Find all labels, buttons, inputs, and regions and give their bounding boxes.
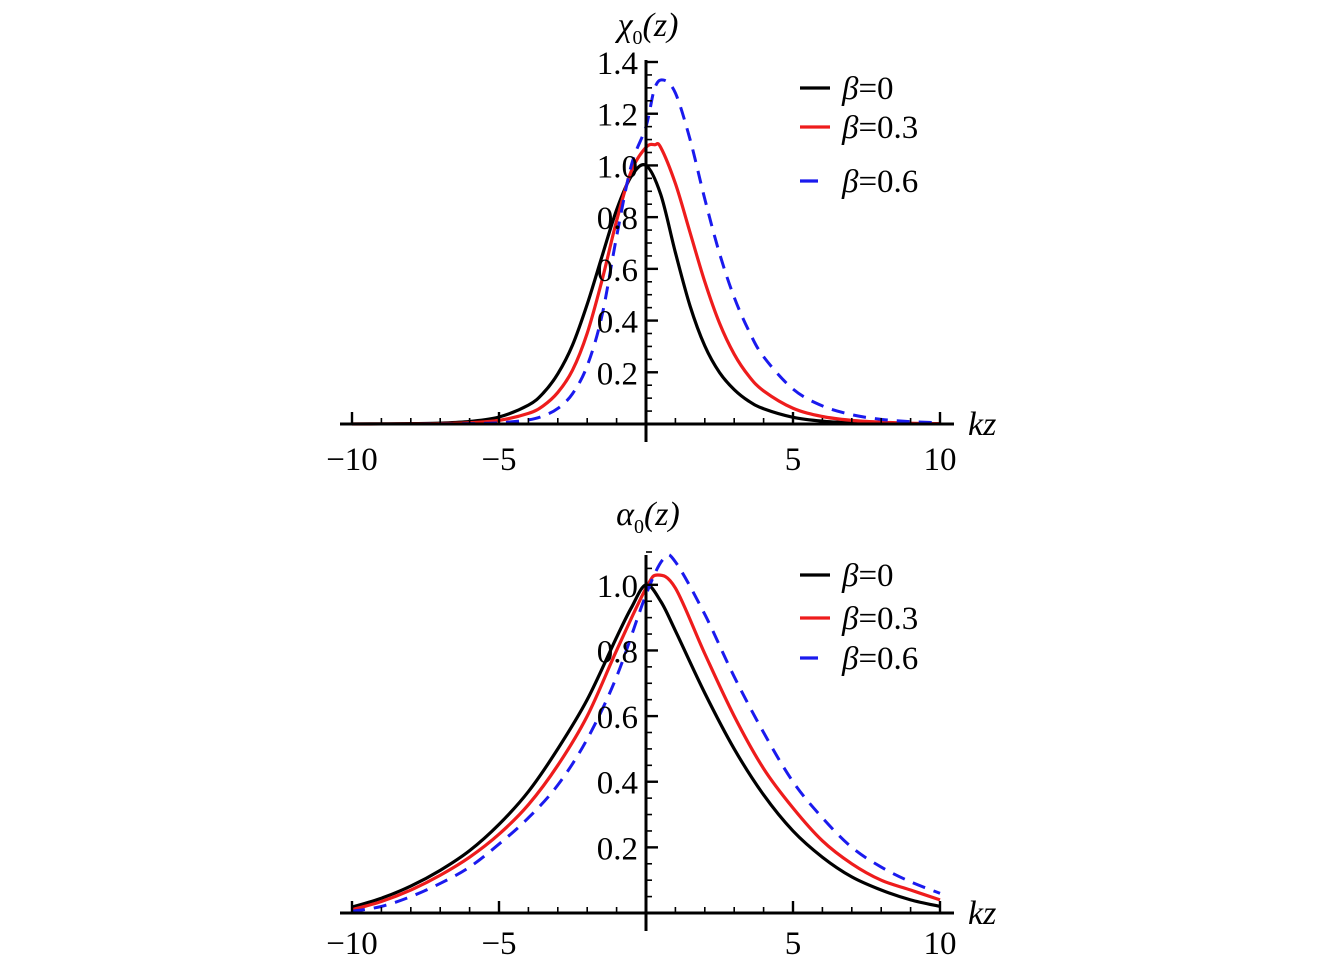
legend-label-2: β=0.6 [841,641,918,677]
legend-label-0: β=0 [841,558,894,594]
chi-plot-panel: −10 −5 5 100.20.40.60.81.01.21.4χ0(z)kzβ=0β… [326,7,996,478]
x-tick-label: 10 [924,926,957,955]
y-tick-label: 0.2 [597,356,638,392]
y-tick-label: 0.8 [597,201,638,237]
y-tick-label: 1.0 [597,149,638,185]
x-axis-title: kz [968,895,996,932]
alpha-plot-panel: −10 −5 5 10 0.2 0.4 0.6 0.8 1.0 α0(z) kz β=0 β=0.3 β=… [326,496,996,955]
x-tick-label: 5 [785,442,802,478]
legend-label-1: β=0.3 [841,601,918,637]
y-tick-label: 0.8 [597,634,638,670]
x-tick-label: 5 [785,926,802,955]
x-axis-title: kz [968,406,996,443]
y-tick-label: 0.4 [597,305,638,341]
legend-label-1: β=0.3 [841,110,918,146]
y-tick-label: 1.4 [597,46,638,82]
y-tick-label: 0.6 [597,253,638,289]
y-tick-label: 1.0 [597,569,638,605]
y-axis-title: α0(z) [616,496,680,538]
y-tick-label: 0.6 [597,700,638,736]
y-axis-title: χ0(z) [615,7,679,49]
legend-label-2: β=0.6 [841,164,918,200]
y-tick-label: 1.2 [597,98,638,134]
x-tick-label: −5 [481,442,516,478]
series-line-2 [351,78,941,426]
x-tick-label: −10 [326,926,378,955]
series-line-1 [351,142,941,426]
x-tick-label: −5 [481,926,516,955]
x-tick-label: 10 [924,442,957,478]
legend-label-0: β=0 [841,71,894,107]
x-tick-label: −10 [326,442,378,478]
y-tick-label: 0.4 [597,766,638,802]
series-line-1 [351,573,941,912]
series-line-2 [351,553,941,913]
y-tick-label: 0.2 [597,831,638,867]
